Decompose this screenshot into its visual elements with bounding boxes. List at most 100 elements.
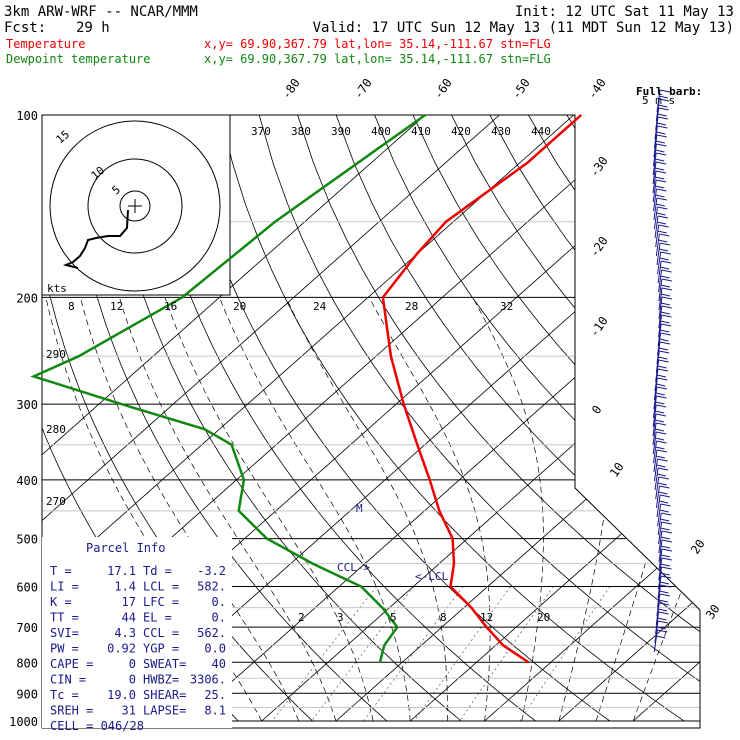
wind-barb-flag xyxy=(656,626,667,630)
wind-barb-staff xyxy=(652,431,657,455)
wind-barb-flag xyxy=(660,572,670,576)
wind-barb-flag xyxy=(654,167,665,171)
parcel-label-a: CAPE = xyxy=(50,657,93,671)
wind-barb-flag xyxy=(661,287,673,291)
wind-barb-flag xyxy=(659,98,670,102)
theta-label: 370 xyxy=(251,125,271,138)
wind-barb-flag xyxy=(659,590,669,594)
wind-barb-staff xyxy=(655,233,660,257)
wind-barb-flag xyxy=(656,221,667,225)
wind-barb-flag xyxy=(657,620,669,624)
wind-barb-flag xyxy=(655,392,665,396)
wind-barb-flag xyxy=(659,494,671,498)
parcel-value-a: 4.3 xyxy=(114,626,136,640)
hodograph-ring-outer xyxy=(49,120,221,292)
dry-adiabat-line xyxy=(258,115,700,722)
wind-barb-flag xyxy=(661,314,672,318)
mixing-ratio-label: 24 xyxy=(313,300,327,313)
parcel-value-b: 25. xyxy=(204,688,226,702)
wind-barb-flag xyxy=(658,599,669,603)
ccl-annotation: CCL-> xyxy=(337,561,370,574)
parcel-label-a: T = xyxy=(50,564,72,578)
theta-label: 410 xyxy=(411,125,431,138)
hodograph: 15 10 5 kts xyxy=(41,114,231,296)
parcel-value-b: 0.0 xyxy=(204,642,226,656)
pressure-tick-label: 300 xyxy=(16,398,38,412)
wind-barb-staff xyxy=(655,485,660,509)
moist-adiabat-line xyxy=(472,297,544,722)
wind-barb-flag xyxy=(656,383,666,387)
wind-barb-flag xyxy=(656,131,666,135)
temperature-series-line xyxy=(381,114,583,664)
parcel-label-a: SVI= xyxy=(50,626,79,640)
isotherm-label: -50 xyxy=(509,76,533,102)
wind-barb-flag xyxy=(657,215,669,219)
wind-barb-staff xyxy=(654,116,659,140)
wind-barb-flag xyxy=(658,611,669,615)
parcel-value-b: 582. xyxy=(197,580,226,594)
mixing-ratio-label: 3 xyxy=(337,611,344,624)
hodograph-units: kts xyxy=(47,282,67,295)
pressure-tick-label: 800 xyxy=(16,656,38,670)
wind-barb-flag xyxy=(655,422,667,426)
parcel-value-a: 0 xyxy=(129,673,136,687)
pressure-tick-label: 1000 xyxy=(9,715,38,729)
mixing-ratio-label: 8 xyxy=(440,611,447,624)
parcel-value-a: 17.1 xyxy=(107,564,136,578)
wind-barb-flag xyxy=(657,206,668,210)
wind-barb-staff xyxy=(655,350,660,374)
pressure-tick-label: 100 xyxy=(16,109,38,123)
wind-barb-staff xyxy=(658,287,663,311)
wind-barb-flag xyxy=(658,476,669,480)
wind-barb-flag xyxy=(656,395,667,399)
parcel-value-b: 40 xyxy=(212,657,226,671)
pressure-tick-label: 500 xyxy=(16,533,38,547)
wind-barb-flag xyxy=(654,428,665,432)
parcel-label-b: YGP = xyxy=(143,642,179,656)
wind-barb-flag xyxy=(661,548,673,552)
pressure-tick-label: 200 xyxy=(16,291,38,305)
wind-barb-flag xyxy=(656,431,667,435)
wind-barb-flag xyxy=(660,251,671,255)
wind-barb-flag xyxy=(660,311,670,315)
dry-adiabat-line xyxy=(721,115,740,721)
parcel-value-b: 8.1 xyxy=(204,704,226,718)
wind-barb-flag xyxy=(661,323,672,327)
theta-label-left: 280 xyxy=(46,423,66,436)
mixing-ratio-label: 20 xyxy=(537,611,550,624)
wind-barb-flag xyxy=(657,617,667,621)
wind-barb-flag xyxy=(661,512,672,516)
wind-barb-flag xyxy=(655,401,665,405)
wind-barb-flag xyxy=(659,581,670,585)
wind-barb-flag xyxy=(654,419,665,423)
mixing-ratio-label: 12 xyxy=(110,300,123,313)
wind-barb-flag xyxy=(658,95,669,99)
wind-barb-staff xyxy=(653,377,658,401)
parcel-value-a: 44 xyxy=(122,611,136,625)
wind-barb-flag xyxy=(660,584,671,588)
parcel-value-a: 0.92 xyxy=(107,642,136,656)
wind-barb-flag xyxy=(659,509,669,513)
wind-barb-flag xyxy=(656,635,666,639)
wind-barb-staff xyxy=(658,566,662,590)
wind-barb-flag xyxy=(655,446,665,450)
pressure-tick-label: 900 xyxy=(16,687,38,701)
isotherm-label: -60 xyxy=(431,76,455,102)
wind-barb-flag xyxy=(655,410,665,414)
wind-barb-staff xyxy=(657,260,662,284)
wind-barb-staff xyxy=(653,449,658,473)
theta-label: 420 xyxy=(451,125,471,138)
wind-barb-flag xyxy=(659,602,670,606)
wind-barb-flag xyxy=(659,338,669,342)
mixing-ratio-line xyxy=(311,586,415,722)
wind-barb-flag xyxy=(661,521,672,525)
wind-barb-flag xyxy=(655,161,667,165)
parcel-label-a: Tc = xyxy=(50,688,79,702)
parcel-label-b: LAPSE= xyxy=(143,704,186,718)
isotherm-label: -30 xyxy=(587,154,611,180)
parcel-label-a: CIN = xyxy=(50,673,86,687)
wind-barb-staff xyxy=(652,143,657,167)
parcel-label-a: SREH = xyxy=(50,704,93,718)
hodograph-trace xyxy=(62,209,129,269)
